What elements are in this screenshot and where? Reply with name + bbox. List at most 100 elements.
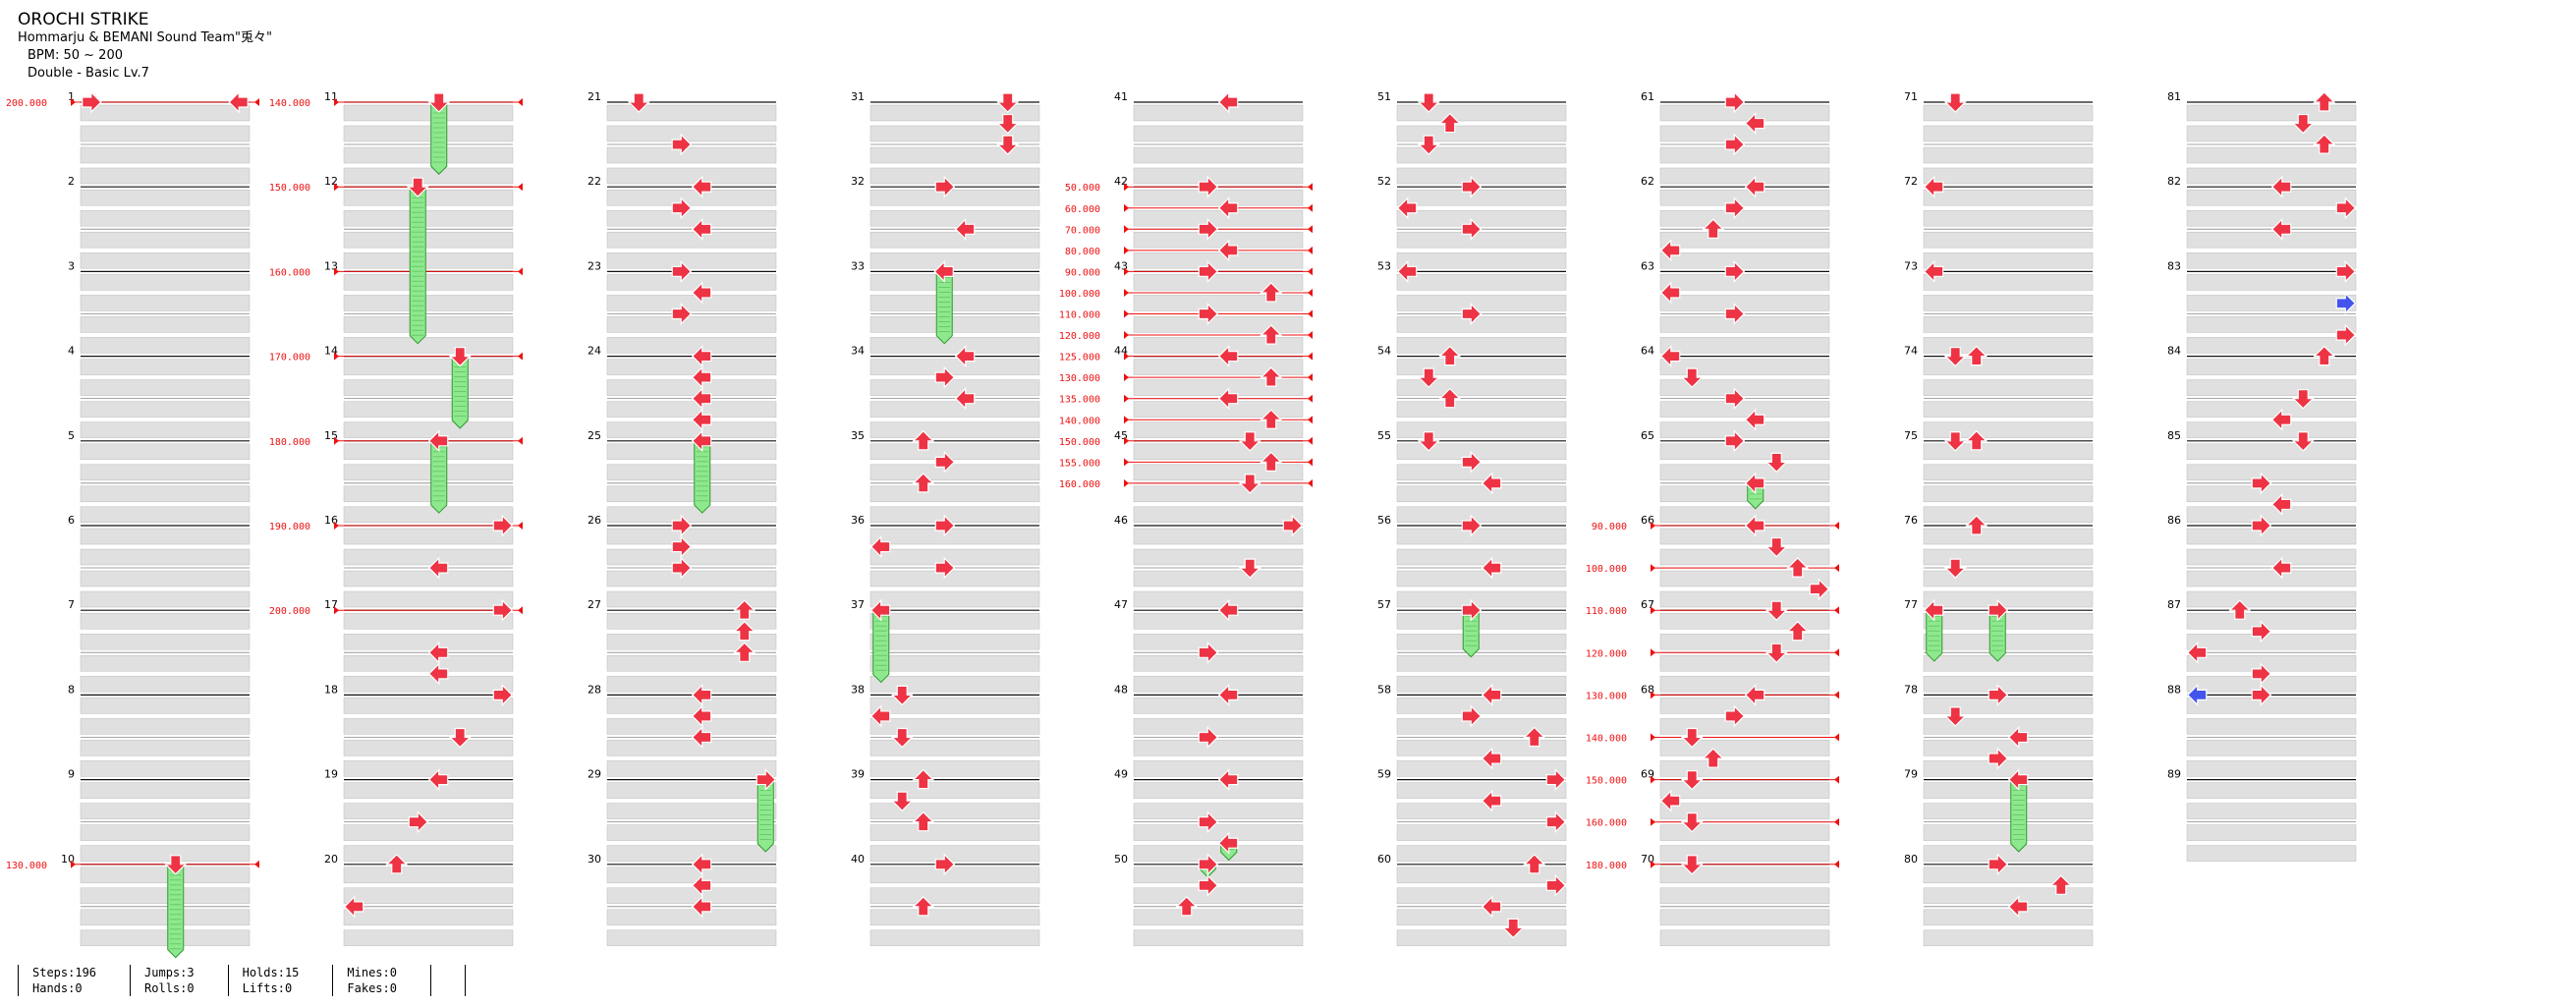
measure-number: 78 [1904, 683, 1918, 696]
lane-band [1133, 824, 1304, 841]
lane-band [869, 295, 1040, 311]
lane-band [1133, 612, 1304, 630]
lane-band [1396, 359, 1567, 375]
lane-band [1923, 231, 2094, 249]
measure-number: 30 [588, 853, 601, 866]
up-arrow-icon [1965, 345, 1988, 366]
left-arrow-icon [2270, 556, 2292, 580]
down-arrow-icon [996, 135, 1020, 155]
down-arrow-icon [996, 92, 1020, 113]
lane-band [869, 633, 1040, 650]
bpm-label: 80.000 [1065, 247, 1100, 257]
bpm-marker [1651, 860, 1655, 868]
left-arrow-icon [1481, 789, 1502, 812]
down-arrow-icon [2291, 113, 2315, 135]
measure-number: 29 [588, 768, 601, 781]
lane-band [1923, 740, 2094, 756]
lane-band [1659, 782, 1830, 799]
bpm-marker [1124, 331, 1129, 340]
lane-band [343, 528, 514, 545]
lane-band [1923, 379, 2094, 396]
bpm-label: 180.000 [1586, 861, 1627, 871]
down-arrow-icon [1943, 706, 1967, 727]
right-arrow-icon [1545, 810, 1567, 834]
lane-band [1133, 506, 1304, 524]
lane-band [606, 125, 777, 142]
lane-band [2186, 421, 2357, 438]
bpm-marker [71, 98, 76, 106]
lane-band [1133, 570, 1304, 587]
lane-band [1923, 443, 2094, 461]
lane-band [1923, 337, 2094, 354]
left-arrow-icon [1659, 789, 1681, 812]
lane-band [2186, 548, 2357, 566]
down-arrow-icon [996, 113, 1020, 135]
lane-band [869, 866, 1040, 884]
measure-number: 71 [1904, 90, 1918, 103]
lane-band [606, 231, 777, 249]
bpm-marker [1124, 246, 1129, 254]
right-arrow-icon [934, 853, 956, 876]
stats-group-steps: Steps:196 Hands:0 [18, 965, 130, 996]
right-arrow-icon [1724, 259, 1746, 283]
lane-band [343, 167, 514, 185]
lane-band [1659, 421, 1830, 438]
up-arrow-icon [1702, 218, 1725, 239]
lane-band [869, 845, 1040, 862]
lane-band [1659, 740, 1830, 756]
lane-band [606, 274, 777, 291]
left-arrow-icon [1217, 683, 1239, 706]
lane-band [1659, 803, 1830, 819]
down-arrow-icon [890, 685, 914, 706]
up-arrow-icon [1260, 409, 1283, 429]
measure-number: 40 [851, 853, 865, 866]
lane-band [869, 485, 1040, 503]
right-arrow-icon [934, 514, 956, 537]
lane-band [1396, 570, 1567, 587]
lane-band [2186, 209, 2357, 227]
lane-band [80, 633, 251, 650]
right-arrow-icon [1724, 303, 1746, 325]
right-arrow-icon [1809, 578, 1830, 601]
right-arrow-icon [1461, 514, 1483, 537]
right-arrow-icon [492, 683, 514, 706]
lane-band [1659, 929, 1830, 947]
lane-band [80, 654, 251, 672]
measure-number: 48 [1114, 683, 1128, 696]
lane-band [343, 548, 514, 566]
measure-number: 19 [324, 768, 338, 781]
measure-number: 76 [1904, 514, 1918, 527]
bpm-marker [518, 267, 523, 276]
bpm-label: 180.000 [269, 437, 310, 448]
bpm-marker [1124, 478, 1129, 487]
up-arrow-icon [1786, 620, 1810, 642]
bpm-label: 140.000 [1586, 734, 1627, 745]
left-arrow-icon [691, 175, 712, 198]
lane-band [606, 421, 777, 438]
left-arrow-icon [1744, 514, 1765, 537]
left-arrow-icon [1923, 175, 1944, 198]
right-arrow-icon [1198, 217, 1219, 241]
measure-number: 53 [1377, 259, 1391, 272]
right-arrow-icon [2335, 292, 2357, 315]
up-arrow-icon [1260, 451, 1283, 472]
lane-band [1923, 718, 2094, 735]
bpm-marker [1124, 309, 1129, 318]
lane-band [80, 929, 251, 947]
lane-band [343, 209, 514, 227]
lane-band [1923, 209, 2094, 227]
lane-band [1396, 401, 1567, 418]
up-arrow-icon [733, 599, 756, 620]
lane-band [1923, 548, 2094, 566]
lane-band [606, 929, 777, 947]
lane-band [1923, 295, 2094, 311]
lane-band [80, 401, 251, 418]
lane-band [606, 654, 777, 672]
measure-number: 1 [68, 90, 75, 103]
lane-band [606, 316, 777, 333]
down-arrow-icon [1764, 536, 1788, 558]
measure-number: 4 [68, 345, 75, 358]
right-arrow-icon [1988, 747, 2009, 770]
lane-band [1396, 209, 1567, 227]
